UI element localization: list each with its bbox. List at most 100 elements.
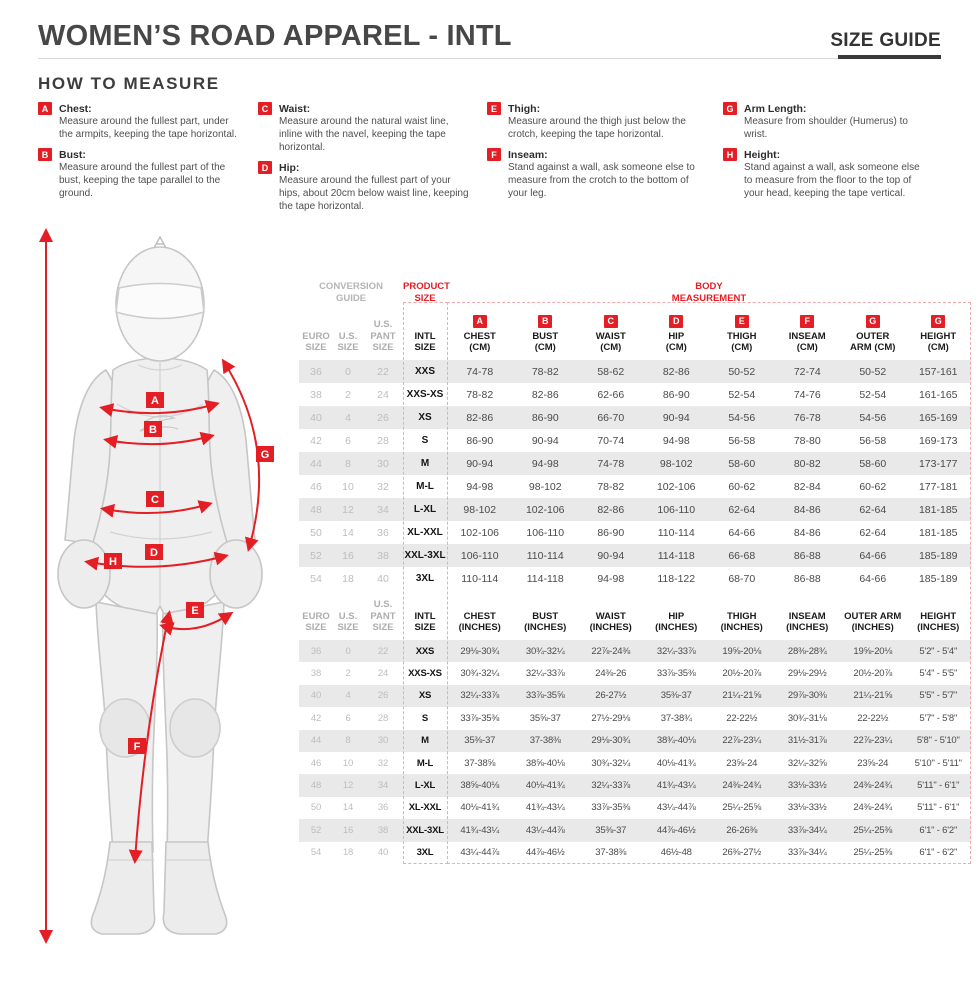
measurement-cell: 102-106 (525, 503, 565, 516)
measurement-cell: 90-94 (466, 457, 494, 470)
column-badge: B (538, 314, 553, 328)
measurement-cell: 70-74 (597, 434, 625, 447)
us-size-cell: 10 (342, 757, 354, 769)
how-to-measure-heading: HOW TO MEASURE (38, 74, 220, 93)
measure-item: H Height: Stand against a wall, ask someon… (723, 148, 940, 200)
measurement-cell: 29⅞-30⅜ (787, 690, 827, 702)
measurement-cell: 86-90 (662, 388, 690, 401)
size-row-M-L: 46 10 32 M-L 37-38⅝ 38⅝-40⅛ 30¾-32¼ 40⅛-41¾ 23⅝-… (299, 752, 971, 774)
euro-size-cell: 42 (310, 434, 322, 447)
figure-badge-B: B (144, 421, 162, 437)
measurement-cell: 74-78 (597, 457, 625, 470)
svg-text:A: A (151, 395, 159, 407)
measure-description: Measure from shoulder (Humerus) to wrist… (744, 116, 908, 140)
measurement-cell: 161-165 (918, 388, 958, 401)
svg-text:E: E (191, 605, 198, 617)
measure-description: Measure around the fullest part, under t… (59, 116, 237, 140)
measurement-cell: 64-66 (728, 526, 756, 539)
right-glove (209, 539, 263, 609)
measurement-cell: 86-90 (597, 526, 625, 539)
us-pant-size-cell: 28 (377, 434, 389, 447)
column-header-measurement: OUTER ARM (INCHES) (840, 590, 906, 640)
us-pant-size-cell: 38 (377, 824, 389, 836)
measurement-cell: 98-102 (528, 480, 562, 493)
measure-letter-badge: C (258, 102, 272, 115)
column-header-measurement: CHEST (INCHES) (447, 590, 513, 640)
measurement-cell: 30¾-32¼ (460, 668, 500, 680)
measurement-cell: 29⅛-30¾ (460, 645, 500, 657)
measurement-cell: 78-82 (597, 480, 625, 493)
us-pant-size-cell: 22 (377, 645, 389, 657)
us-size-cell: 18 (342, 572, 354, 585)
conversion-guide-label: CONVERSION GUIDE (319, 281, 383, 304)
us-pant-size-cell: 22 (377, 365, 389, 378)
column-header-label: BUST (CM) (532, 330, 559, 353)
us-pant-size-cell: 24 (377, 388, 389, 401)
measure-item-header: A Chest: (38, 102, 258, 115)
measurement-cell: 28⅜-28¾ (787, 645, 827, 657)
us-pant-size-cell: 26 (377, 690, 389, 702)
euro-size-cell: 48 (310, 503, 322, 516)
intl-size-cell: S (421, 435, 429, 446)
size-row-XL-XXL: 50 14 36 XL-XXL 102-106 106-110 86-90 110-114 64… (299, 521, 971, 544)
column-header-label: THIGH (CM) (726, 330, 757, 353)
intl-size-cell: XS (418, 690, 432, 702)
measurement-cell: 173-177 (918, 457, 958, 470)
measurement-cell: 64-66 (859, 572, 887, 585)
svg-text:G: G (261, 449, 270, 461)
measure-letter-badge: B (38, 148, 52, 161)
intl-size-cell: M-L (416, 481, 434, 492)
measurement-cell: 24⅜-26 (595, 668, 627, 680)
size-row-XS: 40 4 26 XS 82-86 86-90 66-70 90-94 54-56 76-78 54-… (299, 406, 971, 429)
size-row-XL-XXL: 50 14 36 XL-XXL 40⅛-41¾ 41¾-43¼ 33⅞-35⅜ 43¼-44⅞… (299, 797, 971, 819)
measure-item: A Chest: Measure around the fullest part, … (38, 102, 258, 141)
size-row-XS: 40 4 26 XS 32¼-33⅞ 33⅞-35⅝ 26-27½ 35⅜-37 21¼-21⅝… (299, 684, 971, 708)
column-badge: E (734, 314, 749, 328)
measurement-cell: 68-70 (728, 572, 756, 585)
measurement-cell: 22⅞-23¼ (853, 735, 893, 747)
us-pant-size-cell: 34 (377, 780, 389, 792)
measurement-cell: 32¼-33⅞ (591, 780, 631, 792)
column-header-label: OUTER ARM (INCHES) (844, 610, 902, 633)
measurement-cell: 32¼-33⅞ (460, 690, 500, 702)
measurement-cell: 35⅝-37 (529, 712, 561, 724)
measure-letter-badge: H (723, 148, 737, 161)
figure-badges: A B C D E F G H (104, 392, 274, 754)
us-pant-size-cell: 26 (377, 411, 389, 424)
hip-arrow (84, 551, 229, 571)
column-header-label: HIP (CM) (665, 330, 687, 353)
measurement-cell: 40⅛-41¾ (525, 780, 565, 792)
size-row-S: 42 6 28 S 33⅞-35⅜ 35⅝-37 27½-29⅛ 37-38¾ 22-22½ 30… (299, 707, 971, 729)
measurement-cell: 185-189 (918, 549, 958, 562)
euro-size-cell: 36 (310, 365, 322, 378)
measure-letter-badge: A (38, 102, 52, 115)
right-knee-pad (169, 698, 221, 758)
measurement-cell: 64-66 (859, 549, 887, 562)
measurement-cell: 33⅞-34¼ (787, 847, 827, 859)
intl-size-cell: M (420, 458, 430, 469)
cm-table-header: EURO SIZE U.S. SIZE U.S. PANT SIZE INTL SIZ… (299, 304, 971, 360)
column-header-euro: EURO SIZE (302, 610, 330, 633)
measurement-cell: 58-60 (728, 457, 756, 470)
measurement-cell: 40⅛-41¾ (460, 802, 500, 814)
column-header-measurement: A CHEST (CM) (447, 304, 513, 360)
measure-letter-badge: G (723, 102, 737, 115)
measurement-cell: 31½-31⅞ (787, 735, 827, 747)
measure-column: G Arm Length: Measure from shoulder (Humer… (723, 102, 940, 220)
helmet-logo (153, 235, 167, 249)
product-size-label: PRODUCT SIZE (403, 281, 450, 304)
us-pant-size-cell: 28 (377, 712, 389, 724)
measurement-cell: 24⅜-24¾ (853, 802, 893, 814)
intl-size-cell: L-XL (414, 780, 436, 792)
measurement-cell: 110-114 (461, 572, 499, 585)
euro-size-cell: 38 (310, 668, 322, 680)
euro-size-cell: 44 (310, 735, 322, 747)
column-header-label: HEIGHT (INCHES) (917, 610, 960, 633)
measurement-cell: 90-94 (531, 434, 559, 447)
measurement-cell: 62-64 (728, 503, 756, 516)
measure-label: Waist: (279, 102, 311, 115)
measure-column: C Waist: Measure around the natural waist … (258, 102, 487, 220)
measurement-cell: 114-118 (526, 572, 564, 585)
column-header-euro: EURO SIZE (302, 330, 330, 353)
measurement-cell: 35⅜-37 (464, 735, 496, 747)
